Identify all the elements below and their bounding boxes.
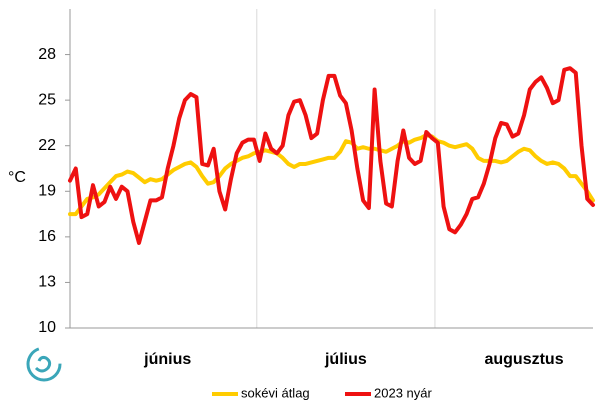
y-tick-label: 10	[38, 319, 56, 336]
y-tick-label: 16	[38, 228, 56, 245]
y-axis-label: °C	[8, 169, 26, 186]
y-tick-label: 19	[38, 183, 56, 200]
logo	[26, 346, 62, 382]
x-tick-label: június	[143, 351, 191, 368]
x-tick-label: július	[324, 351, 367, 368]
y-tick-label: 13	[38, 274, 56, 291]
series-line	[68, 66, 595, 245]
y-tick-label: 22	[38, 137, 56, 154]
legend-label: sokévi átlag	[241, 385, 310, 400]
y-tick-label: 28	[38, 46, 56, 63]
x-tick-label: augusztus	[484, 351, 563, 368]
y-tick-label: 25	[38, 91, 56, 108]
legend-label: 2023 nyár	[374, 385, 432, 400]
series-line	[68, 133, 595, 217]
